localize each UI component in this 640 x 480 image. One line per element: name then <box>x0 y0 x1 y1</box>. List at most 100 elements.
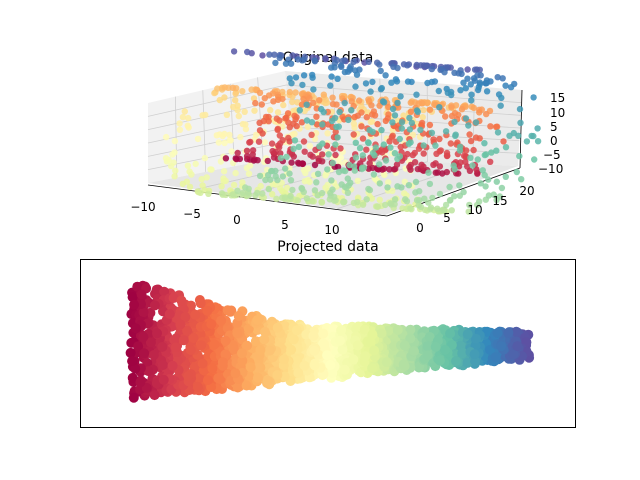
scatter-point <box>250 336 261 347</box>
scatter-point <box>220 178 227 185</box>
scatter-point <box>310 86 317 93</box>
scatter-point <box>273 115 280 122</box>
scatter-point <box>451 193 458 200</box>
scatter-point <box>285 134 292 142</box>
scatter-point <box>243 147 251 154</box>
scatter-point <box>389 132 396 139</box>
scatter-point <box>381 357 392 368</box>
scatter-point <box>398 119 406 126</box>
scatter-point <box>130 363 141 374</box>
scatter-point <box>460 188 467 196</box>
scatter-point <box>282 115 289 122</box>
scatter-point <box>350 58 357 65</box>
scatter-point <box>376 328 387 339</box>
scatter-point <box>274 125 282 133</box>
scatter-point <box>517 119 524 127</box>
scatter-point <box>366 160 373 167</box>
x-tick-label: 0 <box>233 213 241 227</box>
scatter-point <box>176 295 187 306</box>
scatter-point <box>354 198 361 206</box>
scatter-point <box>188 171 195 178</box>
scatter-point <box>441 206 448 213</box>
scatter-point <box>244 48 251 56</box>
scatter-point <box>228 148 235 155</box>
scatter-point <box>366 126 373 134</box>
scatter-point <box>435 87 442 95</box>
scatter-point <box>338 181 345 188</box>
scatter-point <box>194 373 205 384</box>
scatter-point <box>405 333 416 344</box>
scatter-point <box>239 189 247 196</box>
scatter-point <box>182 325 193 336</box>
scatter-point <box>301 178 309 185</box>
scatter-point <box>223 111 231 119</box>
scatter-point <box>319 121 326 128</box>
scatter-point <box>216 315 227 326</box>
scatter-point <box>376 180 383 187</box>
scatter-point <box>266 51 273 58</box>
scatter-point <box>518 176 525 183</box>
scatter-point <box>157 360 168 370</box>
scatter-point <box>294 159 302 166</box>
scatter-point <box>369 164 376 172</box>
scatter-point <box>377 86 385 93</box>
scatter-point <box>328 177 335 184</box>
grid-line <box>286 84 522 104</box>
scatter-point <box>391 150 399 157</box>
scatter-point <box>365 58 372 65</box>
scatter-point <box>279 137 286 144</box>
scatter-point <box>413 107 421 114</box>
scatter-point <box>418 121 425 129</box>
scatter-point <box>340 198 347 205</box>
scatter-point <box>325 151 332 158</box>
scatter-point <box>387 144 394 151</box>
scatter-point <box>462 85 469 92</box>
scatter-point <box>324 130 331 137</box>
scatter-point <box>302 169 309 177</box>
scatter-point <box>286 344 297 355</box>
scatter-point <box>421 195 428 202</box>
scatter-point <box>318 199 325 206</box>
scatter-point <box>149 390 160 401</box>
scatter-point <box>241 108 248 116</box>
scatter-point <box>206 319 217 330</box>
scatter-point <box>232 155 239 162</box>
scatter-point <box>407 205 414 212</box>
scatter-point <box>363 114 370 121</box>
scatter-point <box>239 88 246 95</box>
scatter-point <box>423 62 430 69</box>
scatter-point <box>464 75 471 82</box>
scatter-point <box>466 131 473 138</box>
scatter-point <box>339 364 350 375</box>
scatter-point <box>303 117 311 124</box>
scatter-point <box>348 98 355 105</box>
scatter-point <box>374 203 381 210</box>
x-tick-labels: −10 −5 0 5 10 <box>130 200 339 237</box>
scatter-point <box>328 64 335 71</box>
scatter-point <box>356 97 363 104</box>
scatter-point <box>462 329 473 340</box>
scatter-point <box>277 154 285 162</box>
scatter-point <box>460 79 467 86</box>
scatter-point <box>303 195 310 202</box>
scatter-point <box>462 158 469 165</box>
scatter-point <box>334 75 341 83</box>
scatter-point <box>237 348 247 359</box>
scatter-point <box>516 105 524 113</box>
scatter-point <box>379 98 387 105</box>
x-tick-label: −10 <box>130 200 155 214</box>
scatter-point <box>370 171 378 178</box>
scatter-point <box>304 123 311 131</box>
scatter-point <box>487 158 494 165</box>
scatter-point <box>249 147 257 154</box>
scatter-point <box>324 166 331 173</box>
scatter-point <box>269 147 276 155</box>
scatter-point <box>252 315 263 325</box>
scatter-point <box>152 328 162 339</box>
scatter-point <box>186 183 194 191</box>
scatter-point <box>340 167 347 174</box>
scatter-point <box>477 180 484 187</box>
scatter-point <box>232 169 239 177</box>
scatter-point <box>344 175 351 182</box>
scatter-point <box>415 202 422 209</box>
